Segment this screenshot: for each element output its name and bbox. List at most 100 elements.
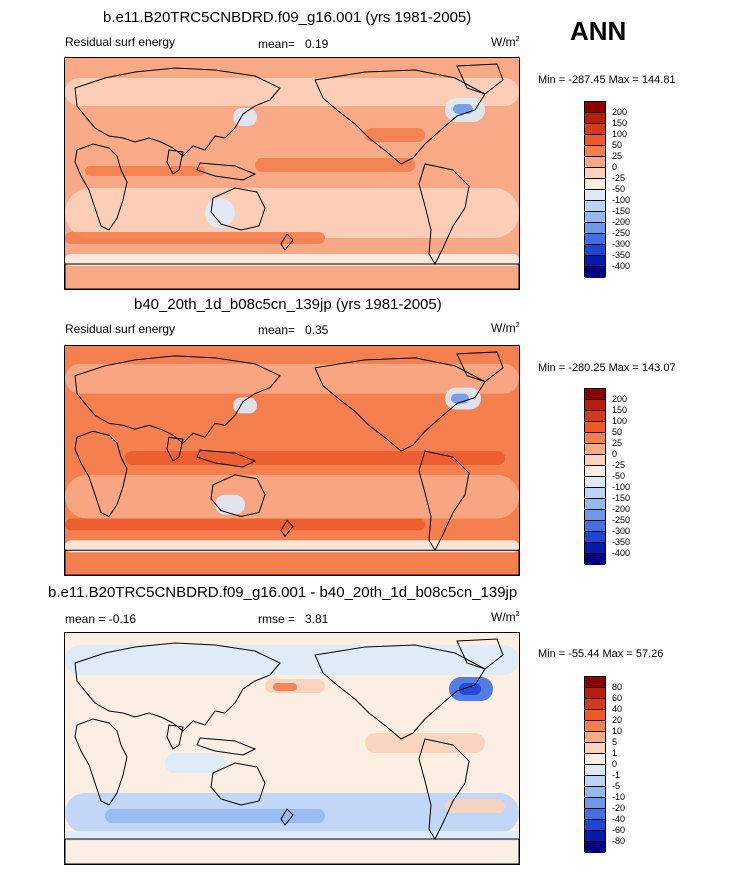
colorbar-swatch (585, 798, 605, 809)
colorbar-tick-label: 5 (612, 737, 618, 747)
colorbar-tick-label: 60 (612, 693, 623, 703)
field-contour (65, 474, 519, 519)
colorbar-tick-label: 50 (612, 427, 623, 437)
coastline (74, 642, 281, 732)
colorbar-swatch (585, 532, 605, 543)
coastline (314, 357, 486, 452)
colorbar-tick-label: -5 (612, 781, 621, 791)
panel3-mean-label: mean = -0.16 (65, 612, 137, 626)
coastline (456, 351, 504, 383)
colorbar-tick-label: -300 (612, 239, 631, 249)
field-contour (85, 166, 205, 176)
colorbar-swatch (585, 212, 605, 223)
colorbar-swatch (585, 831, 605, 842)
coastline (314, 69, 486, 165)
colorbar-swatch (585, 743, 605, 754)
colorbar-tick-label: 150 (612, 405, 628, 415)
colorbar-tick-label: 20 (612, 715, 623, 725)
colorbar-tick-label: -50 (612, 184, 626, 194)
panel1-title: b.e11.B20TRC5CNBDRD.f09_g16.001 (yrs 198… (103, 9, 472, 26)
coastline (456, 63, 504, 95)
colorbar-swatch (585, 842, 605, 853)
colorbar-swatch (585, 135, 605, 146)
coastline (210, 474, 266, 518)
panel2-variable-label: Residual surf energy (65, 322, 176, 336)
colorbar-swatch (585, 234, 605, 245)
coastline (65, 263, 519, 289)
colorbar-swatch (585, 477, 605, 488)
colorbar-tick-label: -150 (612, 493, 631, 503)
coastline (456, 638, 504, 670)
coastline (74, 718, 128, 806)
colorbar-swatch (585, 543, 605, 554)
colorbar-tick-label: 25 (612, 438, 623, 448)
coastline (196, 737, 257, 756)
colorbar-tick-label: 1 (612, 748, 618, 758)
coastline (210, 762, 266, 806)
colorbar-tick-label: 150 (612, 118, 628, 128)
field-contour (125, 451, 505, 465)
colorbar-swatch (585, 510, 605, 521)
coastline (210, 187, 266, 231)
colorbar-tick-label: 50 (612, 140, 623, 150)
field-contour (105, 809, 325, 823)
field-contour (205, 198, 235, 228)
colorbar-swatch (585, 223, 605, 234)
panel3-map (64, 632, 520, 865)
field-contour (65, 518, 425, 531)
panel1-map (64, 57, 520, 290)
colorbar-tick-label: -20 (612, 803, 626, 813)
panel3-minmax: Min = -55.44 Max = 57.26 (538, 648, 664, 660)
panel3-rmse-label: rmse = (258, 612, 296, 626)
field-contour (65, 540, 519, 553)
panel2-mean-value: 0.35 (305, 323, 329, 337)
colorbar-swatch (585, 389, 605, 400)
colorbar-tick-label: -10 (612, 792, 626, 802)
colorbar-swatch (585, 113, 605, 124)
coastline (418, 738, 470, 841)
coastline (74, 430, 128, 518)
colorbar-tick-label: -200 (612, 504, 631, 514)
field-contour (445, 799, 505, 813)
colorbar-tick-label: -1 (612, 770, 621, 780)
colorbar-swatch (585, 699, 605, 710)
colorbar-swatch (585, 433, 605, 444)
colorbar-swatch (585, 245, 605, 256)
field-contour (65, 232, 325, 244)
panel1-colorbar-swatches (584, 101, 606, 278)
colorbar-tick-label: -350 (612, 537, 631, 547)
colorbar-tick-label: -100 (612, 195, 631, 205)
coastline (74, 355, 281, 444)
coastline (418, 163, 470, 266)
colorbar-swatch (585, 677, 605, 688)
colorbar-swatch (585, 499, 605, 510)
panel1-minmax: Min = -287.45 Max = 144.81 (538, 74, 676, 86)
panel2-colorbar-swatches (584, 388, 606, 565)
season-label: ANN (570, 16, 627, 46)
colorbar-swatch (585, 146, 605, 157)
colorbar-swatch (585, 168, 605, 179)
colorbar-tick-label: -60 (612, 825, 626, 835)
coastline (280, 808, 294, 826)
panel2-map-svg (65, 346, 519, 575)
colorbar-swatch (585, 256, 605, 267)
colorbar-tick-label: 200 (612, 107, 628, 117)
coastline (196, 449, 257, 468)
coastline (65, 838, 519, 864)
coastline (166, 149, 184, 175)
field-contour (65, 188, 519, 238)
colorbar-swatch (585, 400, 605, 411)
colorbar-tick-label: 0 (612, 759, 618, 769)
colorbar-tick-label: -80 (612, 836, 626, 846)
colorbar-swatch (585, 721, 605, 732)
colorbar-tick-label: 100 (612, 129, 628, 139)
colorbar-swatch (585, 710, 605, 721)
colorbar-swatch (585, 422, 605, 433)
colorbar-tick-label: -25 (612, 173, 626, 183)
colorbar-swatch (585, 521, 605, 532)
panel1-units: W/m2 (491, 35, 520, 49)
panel2-minmax: Min = -280.25 Max = 143.07 (538, 362, 676, 374)
colorbar-tick-label: -100 (612, 482, 631, 492)
colorbar-tick-label: -400 (612, 261, 631, 271)
panel3-rmse-value: 3.81 (305, 612, 329, 626)
